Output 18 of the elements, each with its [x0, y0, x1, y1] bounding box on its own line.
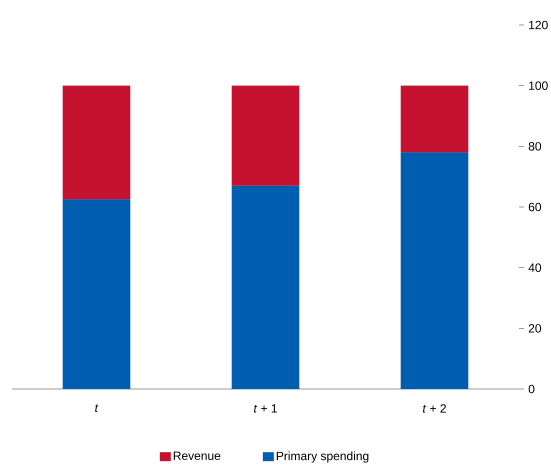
x-tick-label: t: [95, 404, 98, 412]
bar: [400, 152, 468, 389]
x-tick-label: t + 1: [254, 404, 277, 413]
y-tick-label: 80: [528, 142, 542, 151]
legend-label: Revenue: [174, 452, 220, 460]
bar: [232, 86, 300, 186]
bar: [400, 86, 468, 152]
y-tick-label: 120: [529, 20, 548, 30]
y-tick-label: 40: [528, 263, 542, 272]
legend-label: Primary spending: [276, 451, 368, 463]
y-tick-label: 20: [528, 324, 542, 333]
y-tick-label: 0: [528, 384, 534, 394]
bar: [62, 86, 130, 200]
bar: [62, 199, 130, 389]
y-tick-label: 100: [529, 81, 548, 90]
bar: [232, 186, 300, 389]
y-tick-label: 60: [528, 202, 542, 212]
x-tick-label: t + 2: [423, 404, 446, 413]
